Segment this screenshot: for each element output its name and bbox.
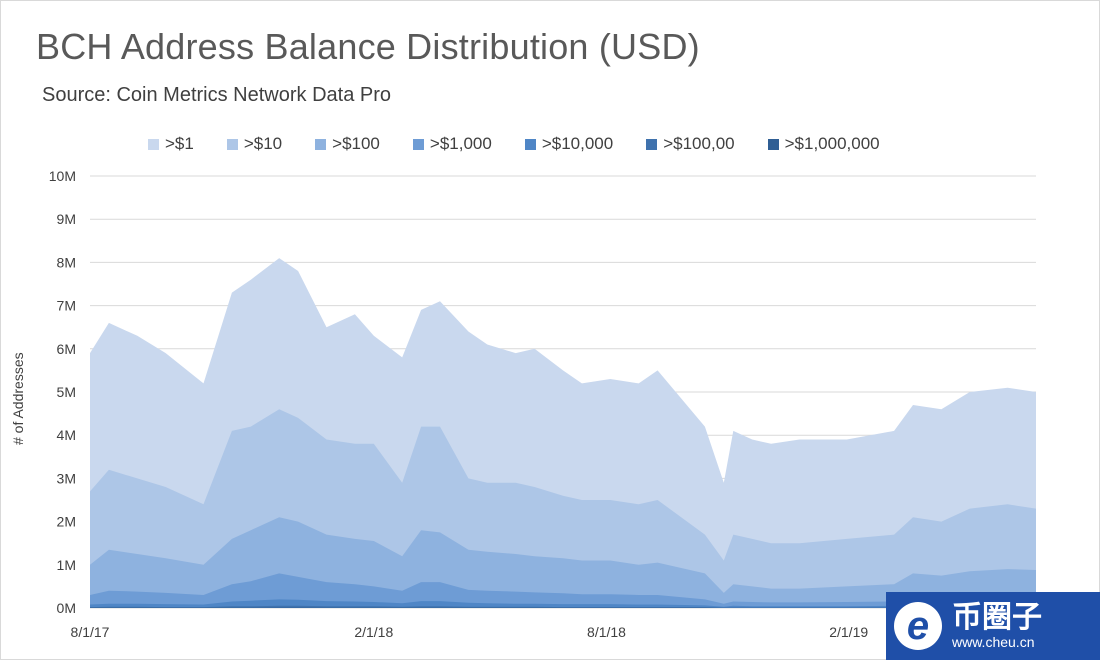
- watermark-url: www.cheu.cn: [952, 634, 1035, 650]
- chart-subtitle: Source: Coin Metrics Network Data Pro: [42, 84, 392, 106]
- x-tick-label: 8/1/18: [587, 624, 626, 640]
- y-tick-label: 5M: [57, 384, 76, 400]
- y-tick-label: 6M: [57, 341, 76, 357]
- legend-item: >$1: [148, 134, 194, 154]
- x-tick-label: 2/1/19: [829, 624, 868, 640]
- legend-item: >$100,00: [646, 134, 735, 154]
- area-series-5: [90, 599, 1036, 608]
- y-tick-label: 3M: [57, 470, 76, 486]
- legend-swatch: [412, 138, 424, 150]
- legend-item: >$1,000,000: [767, 134, 880, 154]
- y-tick-label: 9M: [57, 211, 76, 227]
- legend-item: >$1,000: [412, 134, 492, 154]
- legend-label: >$1: [165, 134, 194, 153]
- legend-item: >$10,000: [524, 134, 614, 154]
- watermark-text: 币圈子 www.cheu.cn: [952, 601, 1042, 651]
- legend-label: >$100: [332, 134, 380, 153]
- watermark-logo-icon: e: [894, 602, 942, 650]
- y-tick-label: 2M: [57, 514, 76, 530]
- y-tick-label: 0M: [57, 600, 76, 616]
- x-tick-label: 8/1/17: [71, 624, 110, 640]
- area-series-6: [90, 605, 1036, 608]
- legend-swatch: [315, 138, 327, 150]
- legend-label: >$1,000,000: [784, 134, 880, 153]
- legend-swatch: [148, 138, 159, 150]
- legend-swatch: [767, 138, 779, 150]
- chart-title: BCH Address Balance Distribution (USD): [36, 26, 700, 67]
- chart-legend: >$1 >$10 >$100 >$1,000 >$10,000 >$100,00 >$1,0…: [148, 134, 913, 154]
- legend-label: >$10: [243, 134, 283, 153]
- legend-swatch: [226, 138, 238, 150]
- x-tick-label: 2/1/18: [354, 624, 393, 640]
- legend-label: >$1,000: [429, 134, 492, 153]
- legend-swatch: [524, 138, 536, 150]
- watermark: e 币圈子 www.cheu.cn: [886, 592, 1100, 660]
- legend-swatch: [646, 138, 658, 150]
- legend-item: >$100: [315, 134, 380, 154]
- y-tick-label: 4M: [57, 427, 76, 443]
- watermark-name: 币圈子: [952, 601, 1042, 634]
- legend-label: >$100,00: [663, 134, 735, 153]
- y-tick-label: 8M: [57, 254, 76, 270]
- area-series-4: [90, 573, 1036, 608]
- y-tick-label: 7M: [57, 298, 76, 314]
- y-tick-label: 10M: [49, 168, 76, 184]
- legend-item: >$10: [226, 134, 283, 154]
- legend-label: >$10,000: [541, 134, 614, 153]
- y-tick-label: 1M: [57, 557, 76, 573]
